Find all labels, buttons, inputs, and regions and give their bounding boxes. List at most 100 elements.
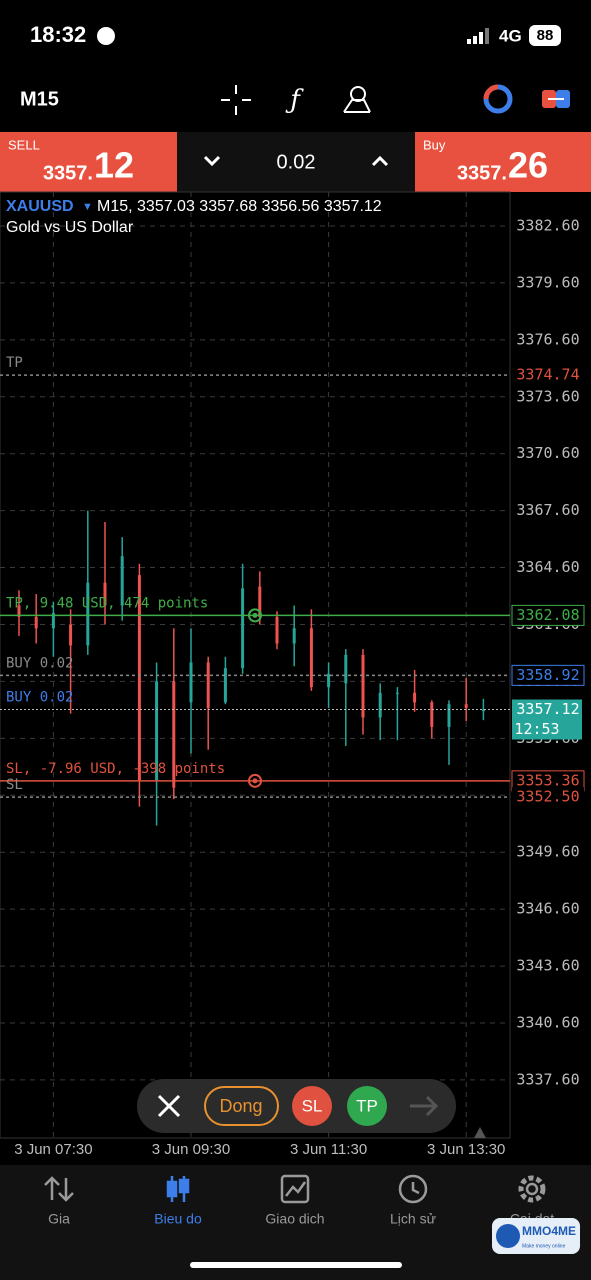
volume-up[interactable]: [371, 155, 389, 167]
level-handle-dot: [252, 612, 258, 618]
buy-button[interactable]: [415, 132, 591, 192]
y-tick-label: 3367.60: [516, 501, 579, 519]
candle-body: [309, 628, 313, 688]
nav-item[interactable]: Giao dich: [265, 1211, 324, 1227]
chart-icon: [166, 1176, 190, 1202]
sl-button[interactable]: [292, 1086, 332, 1126]
buy-label: Buy: [423, 137, 446, 152]
x-tick-label: 3 Jun 11:30: [290, 1141, 367, 1158]
candle-body: [206, 662, 210, 708]
symbol[interactable]: XAUUSD: [6, 198, 74, 215]
nav-item[interactable]: Gia: [48, 1211, 70, 1227]
y-tick-label: 3340.60: [516, 1013, 579, 1031]
y-tick-label: 3373.60: [516, 387, 579, 405]
watermark-logo: [496, 1224, 520, 1248]
watermark-brand: MMO4ME: [522, 1224, 576, 1238]
y-tick-label: 3343.60: [516, 957, 579, 975]
objects-button[interactable]: [343, 86, 371, 113]
candle-body: [430, 702, 434, 727]
timeframe-button[interactable]: M15: [20, 88, 59, 110]
candle-body: [327, 673, 331, 688]
y-tick-label: 3349.60: [516, 843, 579, 861]
level-label: SL: [6, 777, 23, 793]
trade-icon: [280, 1174, 310, 1204]
next-button[interactable]: [410, 1095, 439, 1117]
nav-item[interactable]: Bieu do: [154, 1211, 202, 1227]
ohlc-info: M15, 3357.03 3357.68 3356.56 3357.12: [97, 198, 382, 215]
level-label: TP, 9.48 USD, 474 points: [6, 595, 208, 611]
chart-header: XAUUSD ▼ M15, 3357.03 3357.68 3356.56 33…: [6, 198, 382, 236]
buy-price-prefix: 3357.: [457, 162, 507, 184]
candle-body: [155, 681, 159, 781]
candle-body: [241, 588, 245, 669]
account-button[interactable]: [483, 84, 513, 114]
status-time: 18:32: [30, 22, 86, 47]
volume-value[interactable]: 0.02: [277, 151, 316, 173]
level-label: SL, -7.96 USD, -398 points: [6, 761, 225, 777]
plot-frame: [0, 191, 511, 1139]
tp-label: TP: [356, 1096, 378, 1115]
tp-button[interactable]: [347, 1086, 387, 1126]
settings-icon: [518, 1175, 546, 1203]
y-tick-label: 3337.60: [516, 1070, 579, 1088]
candle-body: [344, 654, 348, 684]
level-handle[interactable]: [248, 773, 262, 788]
battery-icon: [529, 25, 561, 46]
indicators-button[interactable]: ƒ: [285, 85, 304, 115]
level-price: 3374.74: [516, 366, 579, 384]
volume-down[interactable]: [203, 155, 221, 167]
candle-body: [464, 704, 468, 708]
nav-icons: [44, 1174, 546, 1204]
dismiss-button[interactable]: [157, 1094, 181, 1118]
candle-body: [137, 575, 141, 781]
order-bar: Dong SL TP: [137, 1079, 456, 1133]
countdown: 12:53: [514, 720, 559, 738]
nav-item[interactable]: Lịch sử: [390, 1211, 436, 1227]
candle-body: [69, 624, 73, 646]
signal-icon: [467, 28, 489, 44]
level-handle[interactable]: [248, 608, 262, 623]
history-icon: [398, 1174, 428, 1204]
level-price: 3352.50: [516, 788, 579, 806]
x-tick-label: 3 Jun 13:30: [427, 1141, 505, 1158]
trade-button[interactable]: [542, 90, 570, 108]
sell-label: SELL: [8, 137, 40, 152]
chart: 3337.60 3340.60 3343.60 3346.60 3349.60 3352.…: [0, 191, 585, 1158]
candle-body: [378, 692, 382, 718]
candle-body: [395, 692, 399, 694]
candle-body: [51, 613, 55, 629]
candle-body: [361, 654, 365, 718]
level-price-box: [512, 365, 584, 386]
candle-body: [292, 628, 296, 644]
candle-body: [103, 582, 107, 606]
quotes-icon: [44, 1176, 74, 1202]
current-price-box: [512, 699, 582, 740]
level-price: 3353.36: [516, 771, 579, 789]
y-tick-label: 3376.60: [516, 330, 579, 348]
crosshair-button[interactable]: [221, 85, 251, 115]
status-icon: [97, 27, 115, 45]
candle-body: [223, 668, 227, 703]
nav-bar: [0, 1165, 591, 1280]
scroll-marker: [474, 1127, 486, 1138]
level-price: 3358.92: [516, 666, 579, 684]
y-tick-label: 3370.60: [516, 444, 579, 462]
level-price-box: [512, 787, 584, 808]
y-tick-label: 3379.60: [516, 273, 579, 291]
current-price: 3357.12: [516, 700, 579, 718]
y-tick-label: 3382.60: [516, 216, 579, 234]
sl-label: SL: [302, 1096, 323, 1115]
sell-button[interactable]: [0, 132, 177, 192]
candle-body: [447, 704, 451, 727]
level-label: BUY 0.02: [6, 655, 73, 671]
close-button[interactable]: [204, 1086, 279, 1126]
x-tick-label: 3 Jun 07:30: [14, 1141, 92, 1158]
battery-level: 88: [537, 27, 554, 44]
symbol-dropdown[interactable]: ▼: [82, 201, 93, 213]
candle-body: [17, 605, 21, 617]
candle-body: [275, 616, 279, 644]
candle-body: [258, 586, 262, 617]
level-label: TP: [6, 355, 23, 371]
